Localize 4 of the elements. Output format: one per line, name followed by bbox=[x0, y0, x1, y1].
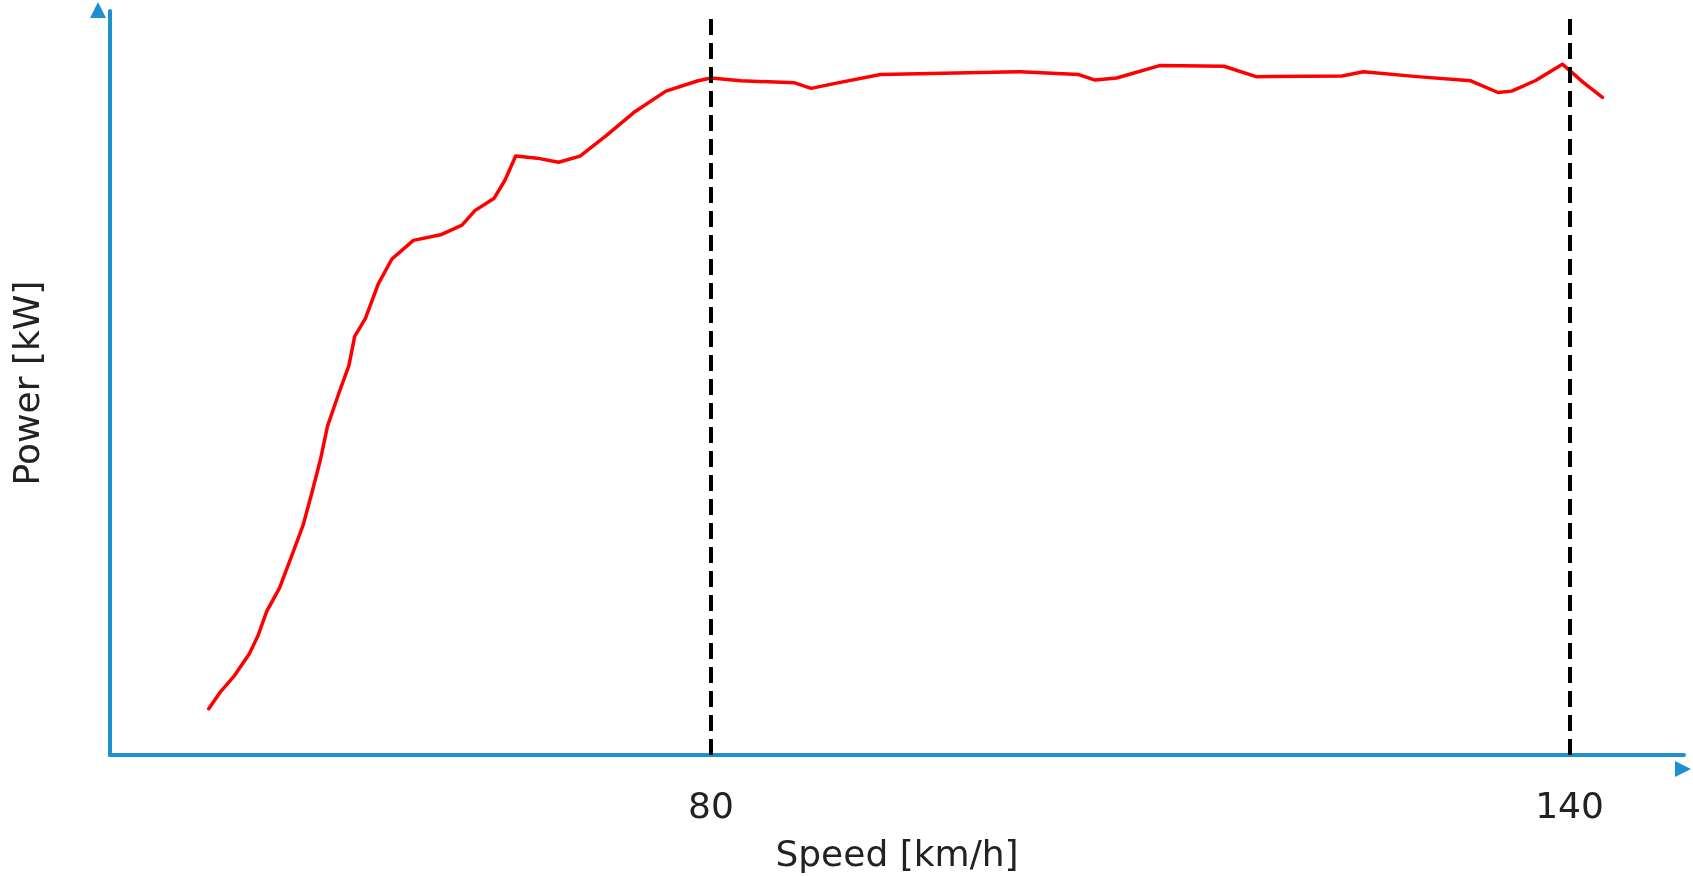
y-axis-title: Power [kW] bbox=[5, 280, 47, 486]
x-tick-label: 80 bbox=[688, 784, 734, 826]
x-axis-title: Speed [km/h] bbox=[775, 832, 1019, 874]
x-tick-label: 140 bbox=[1535, 784, 1604, 826]
